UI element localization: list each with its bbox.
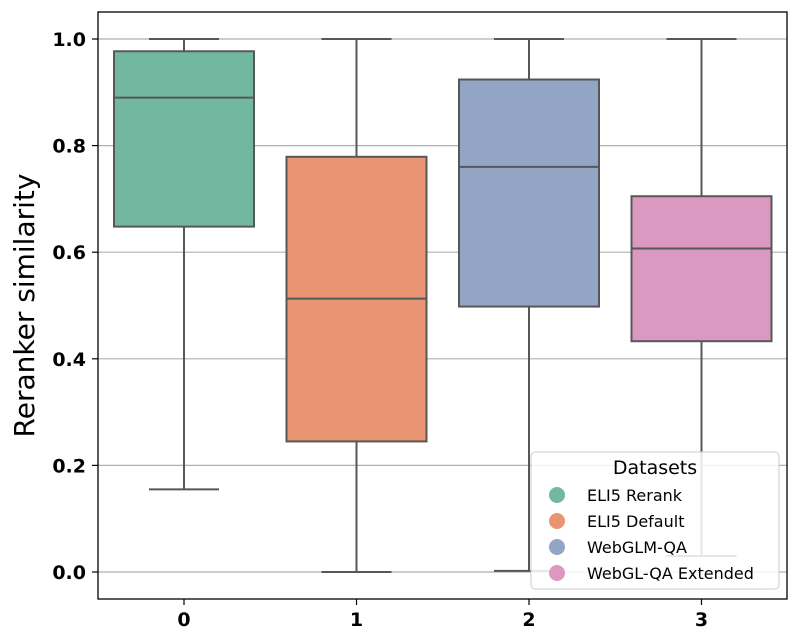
plot-frame	[97, 11, 788, 600]
y-tick-label: 1.0	[52, 29, 86, 51]
legend-entry-label: ELI5 Default	[587, 512, 684, 531]
legend-box	[530, 451, 780, 590]
box-iqr	[630, 195, 773, 343]
legend-marker	[549, 565, 565, 581]
legend-entry-label: WebGL-QA Extended	[587, 564, 754, 583]
y-tick-label: 0.6	[52, 242, 86, 264]
x-tick-label: 1	[350, 609, 363, 631]
y-tick-label: 0.4	[52, 349, 86, 371]
x-tick-label: 3	[695, 609, 708, 631]
legend-marker	[549, 513, 565, 529]
legend: Datasets ELI5 Rerank ELI5 Default WebGLM-QA…	[530, 451, 780, 590]
legend-entry-label: WebGLM-QA	[587, 538, 687, 557]
legend-marker	[549, 487, 565, 503]
box-group	[113, 38, 255, 491]
box-iqr	[113, 50, 255, 228]
legend-marker	[549, 539, 565, 555]
box-group	[458, 38, 600, 572]
legend-title: Datasets	[613, 457, 697, 479]
legend-entry-label: ELI5 Rerank	[587, 486, 683, 505]
x-tick-label: 2	[522, 609, 535, 631]
box-group	[285, 38, 428, 573]
y-axis-label: Reranker similarity	[8, 174, 41, 438]
y-tick-label: 0.2	[52, 455, 86, 477]
y-tick-label: 0.0	[52, 562, 86, 584]
x-axis: 0 1 2 3	[177, 599, 708, 631]
y-tick-label: 0.8	[52, 136, 86, 158]
box-plot-series	[113, 38, 773, 573]
box-iqr	[458, 78, 600, 308]
y-axis: 0.0 0.2 0.4 0.6 0.8 1.0	[52, 29, 98, 584]
x-tick-label: 0	[177, 609, 190, 631]
